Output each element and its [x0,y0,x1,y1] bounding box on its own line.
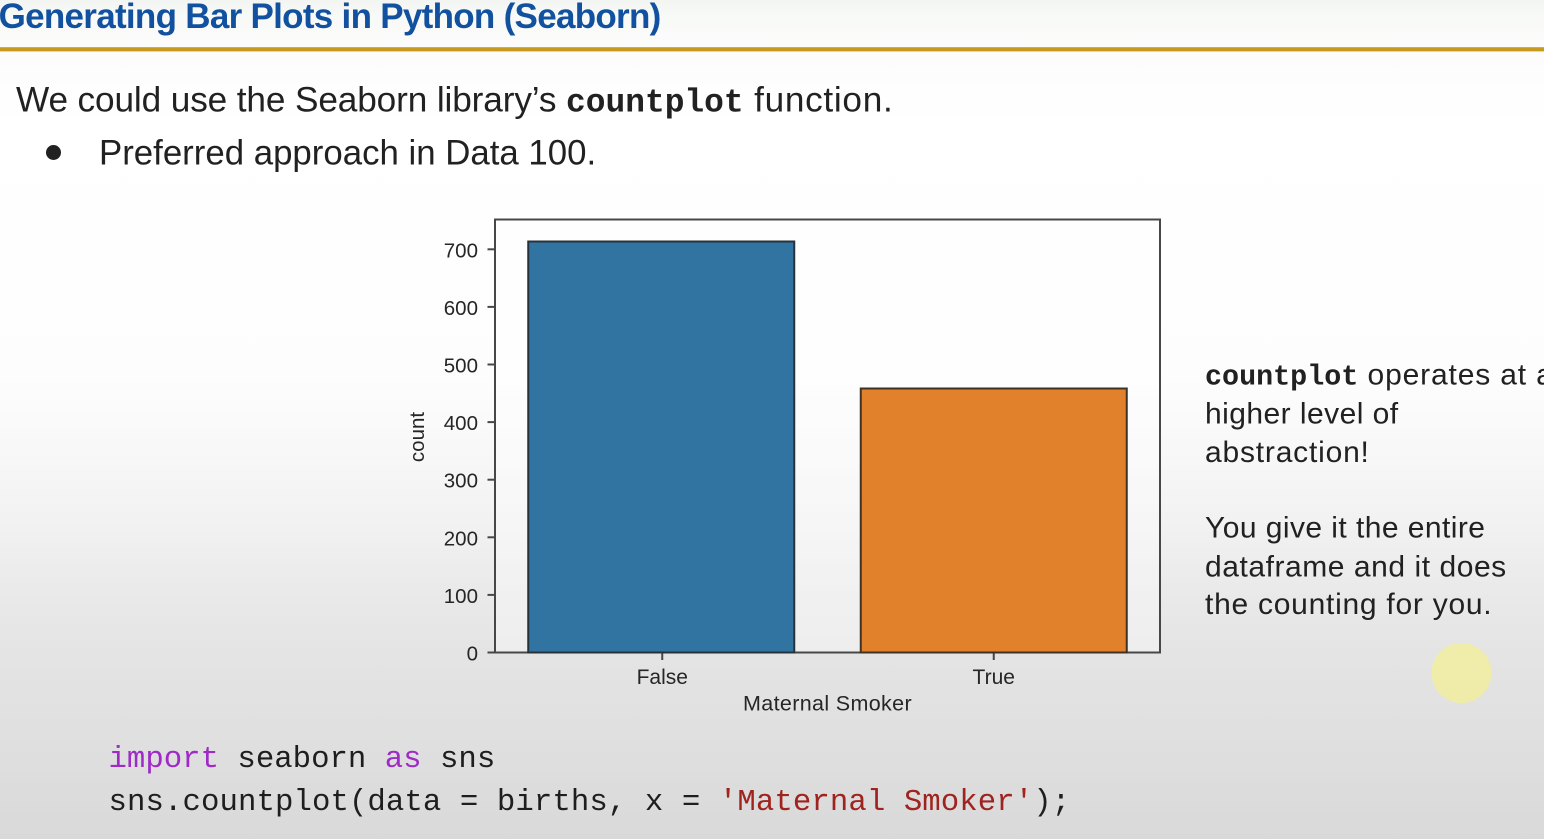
svg-text:200: 200 [444,527,478,550]
svg-text:Maternal Smoker: Maternal Smoker [743,692,912,716]
svg-text:600: 600 [444,297,478,320]
svg-text:700: 700 [444,239,478,262]
svg-text:Generating Bar Plots in Python: Generating Bar Plots in Python (Seaborn) [0,0,661,36]
svg-text:dataframe and it does: dataframe and it does [1205,550,1507,583]
svg-text:the counting for you.: the counting for you. [1205,588,1492,621]
svg-text:countplot operates at a: countplot operates at a [1205,359,1544,394]
svg-text:400: 400 [444,412,478,435]
svg-text:We could use the Seaborn libra: We could use the Seaborn library’s count… [16,81,893,122]
svg-text:higher level of: higher level of [1205,397,1399,430]
svg-text:0: 0 [467,643,478,666]
svg-text:500: 500 [444,355,478,378]
svg-text:import seaborn as sns: import seaborn as sns [109,742,496,777]
svg-text:Preferred approach in Data 100: Preferred approach in Data 100. [99,133,596,172]
svg-text:count: count [406,412,429,462]
svg-text:sns.countplot(data = births, x: sns.countplot(data = births, x = 'Matern… [109,785,1071,820]
svg-text:True: True [973,666,1015,689]
svg-text:False: False [637,666,688,689]
svg-text:You give it the entire: You give it the entire [1205,512,1485,545]
svg-text:100: 100 [444,585,478,608]
svg-text:300: 300 [444,470,478,493]
svg-text:abstraction!: abstraction! [1205,436,1370,469]
